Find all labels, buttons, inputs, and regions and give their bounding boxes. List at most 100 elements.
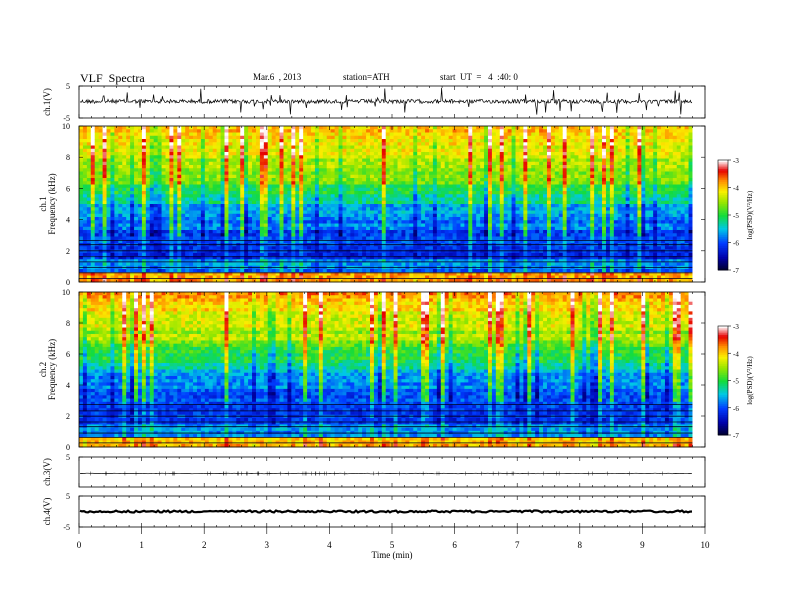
spectrogram-cell <box>252 132 257 137</box>
spectrogram-cell <box>468 256 473 260</box>
spectrogram-cell <box>358 239 363 244</box>
spectrogram-cell <box>452 155 457 159</box>
spectrogram-cell <box>79 259 84 263</box>
spectrogram-cell <box>252 184 257 189</box>
spectrogram-cell <box>220 223 225 228</box>
spectrogram-cell <box>255 262 261 267</box>
spectrogram-cell <box>299 200 304 205</box>
spectrogram-cell <box>145 217 151 221</box>
spectrogram-cell <box>444 272 450 276</box>
spectrogram-cell <box>185 191 190 195</box>
spectrogram-cell <box>259 200 265 205</box>
spectrogram-cell <box>98 161 103 166</box>
spectrogram-cell <box>354 278 359 283</box>
spectrogram-cell <box>114 197 119 202</box>
spectrogram-cell <box>173 210 178 215</box>
spectrogram-cell <box>373 259 379 263</box>
spectrogram-cell <box>373 220 379 224</box>
spectrogram-cell <box>267 168 273 172</box>
spectrogram-cell <box>476 181 481 185</box>
spectrogram-cell <box>122 194 127 198</box>
spectrogram-cell <box>476 233 481 237</box>
spectrogram-cell <box>189 148 194 153</box>
spectrogram-cell <box>295 204 300 208</box>
spectrogram-cell <box>259 217 265 221</box>
spectrogram-cell <box>185 152 190 156</box>
spectrogram-cell <box>385 187 391 192</box>
spectrogram-cell <box>252 152 257 156</box>
spectrogram-cell <box>126 278 131 283</box>
spectrogram-cell <box>177 129 182 133</box>
spectrogram-cell <box>405 204 410 208</box>
spectrogram-cell <box>114 158 119 163</box>
spectrogram-cell <box>275 207 280 211</box>
spectrogram-cell <box>275 272 280 276</box>
spectrogram-cell <box>181 246 186 250</box>
spectrogram-cell <box>389 249 394 254</box>
spectrogram-cell <box>318 230 324 234</box>
spectrogram-cell <box>255 184 261 189</box>
spectrogram-cell <box>397 148 402 153</box>
spectrogram-cell <box>189 233 194 237</box>
spectrogram-cell <box>350 256 355 260</box>
spectrogram-cell <box>373 278 379 283</box>
spectrogram-cell <box>452 184 457 189</box>
spectrogram-cell <box>165 142 170 146</box>
spectrogram-cell <box>145 142 151 146</box>
spectrogram-cell <box>409 207 414 211</box>
spectrogram-cell <box>370 220 375 224</box>
spectrogram-cell <box>94 204 100 208</box>
spectrogram-cell <box>216 168 221 172</box>
spectrogram-cell <box>421 165 426 169</box>
spectrogram-cell <box>448 269 453 273</box>
spectrogram-cell <box>145 178 151 182</box>
spectrogram-cell <box>267 181 273 185</box>
spectrogram-cell <box>153 194 159 198</box>
spectrogram-cell <box>464 161 469 166</box>
spectrogram-cell <box>255 200 261 205</box>
spectrogram-cell <box>98 200 103 205</box>
spectrogram-cell <box>366 275 371 280</box>
spectrogram-cell <box>338 148 343 153</box>
spectrogram-cell <box>181 223 186 228</box>
spectrogram-cell <box>161 171 166 176</box>
spectrogram-cell <box>255 226 261 231</box>
spectrogram-cell <box>185 223 190 228</box>
spectrogram-cell <box>373 148 379 153</box>
spectrogram-cell <box>358 249 363 254</box>
spectrogram-cell <box>381 252 387 257</box>
spectrogram-cell <box>169 135 174 140</box>
spectrogram-cell <box>177 262 182 267</box>
spectrogram-cell <box>220 158 225 163</box>
spectrogram-cell <box>444 142 450 146</box>
spectrogram-cell <box>263 213 269 218</box>
spectrogram-cell <box>173 161 178 166</box>
spectrogram-cell <box>236 187 241 192</box>
spectrogram-cell <box>228 145 233 150</box>
spectrogram-cell <box>452 246 457 250</box>
spectrogram-cell <box>283 184 288 189</box>
spectrogram-cell <box>413 129 418 133</box>
spectrogram-cell <box>432 269 438 273</box>
spectrogram-cell <box>208 161 214 166</box>
spectrogram-cell <box>405 161 410 166</box>
spectrogram-cell <box>126 158 131 163</box>
spectrogram-cell <box>377 158 383 163</box>
spectrogram-cell <box>436 275 442 280</box>
spectrogram-cell <box>153 239 159 244</box>
spectrogram-cell <box>283 161 288 166</box>
spectrogram-cell <box>263 230 269 234</box>
spectrogram-cell <box>397 246 402 250</box>
spectrogram-cell <box>417 165 422 169</box>
spectrogram-cell <box>145 165 151 169</box>
spectrogram-cell <box>436 194 442 198</box>
spectrogram-cell <box>141 220 147 224</box>
spectrogram-cell <box>252 197 257 202</box>
spectrogram-cell <box>311 252 316 257</box>
spectrogram-cell <box>204 223 210 228</box>
spectrogram-cell <box>291 135 296 140</box>
spectrogram-cell <box>425 187 430 192</box>
spectrogram-cell <box>338 129 343 133</box>
spectrogram-cell <box>287 204 292 208</box>
spectrogram-cell <box>248 148 253 153</box>
